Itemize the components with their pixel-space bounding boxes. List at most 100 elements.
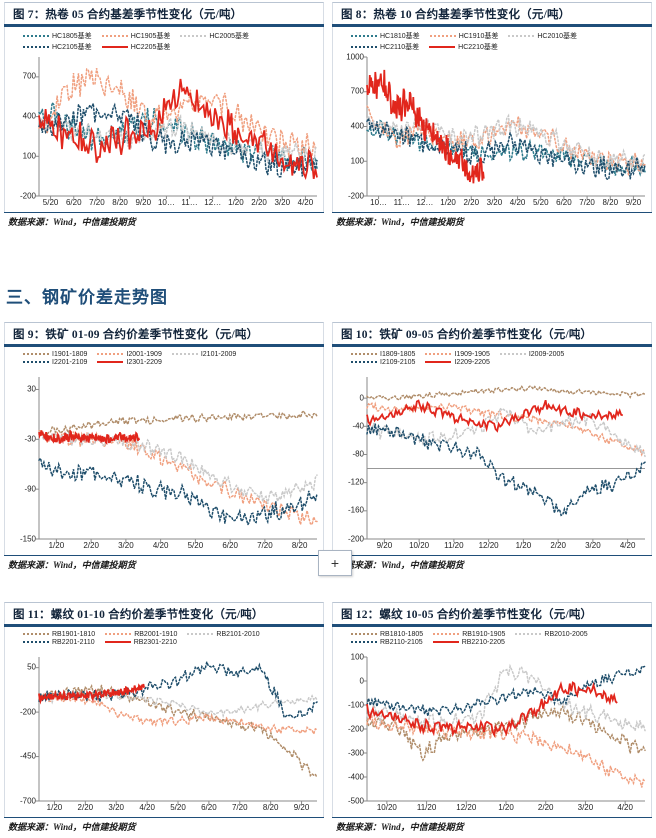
- source-note-fig9: 数据来源：Wind，中信建投期货: [8, 560, 136, 571]
- legend-label: I1901-1809: [52, 350, 88, 358]
- y-axis-tick: -200: [19, 707, 36, 717]
- x-axis-tick: 7/20: [231, 802, 248, 812]
- section-heading: 三、钢矿价差走势图: [6, 288, 168, 307]
- y-axis-tick: -700: [19, 796, 36, 805]
- series-line: [38, 658, 318, 719]
- x-axis-tick: 12…: [416, 197, 434, 207]
- plot-area-fig9: I1901-1809 I2001-1909 I2101-2009 I2201-2109…: [4, 346, 324, 555]
- y-axis-tick: -300: [347, 748, 364, 757]
- legend-item-RB2210-2205: RB2210-2205: [432, 639, 505, 646]
- legend-label: HC1905基差: [130, 32, 171, 40]
- x-axis-tick: 3/20: [108, 802, 125, 812]
- chart-canvas-fig11: [36, 656, 318, 804]
- series-line: [366, 398, 624, 433]
- legend-item-RB2001-1910: RB2001-1910: [105, 631, 177, 638]
- figure-title-fig9: 图 9：铁矿 01-09 合约价差季节性变化（元/吨）: [4, 322, 324, 344]
- x-axis-tick: 4/20: [152, 540, 169, 550]
- x-axis-tick: 8/20: [112, 197, 128, 207]
- y-axis-fig9: 30 -30 -90 -150: [5, 347, 39, 555]
- legend-swatch-icon: [429, 34, 456, 37]
- source-rule: [332, 554, 652, 557]
- legend-swatch-icon: [508, 34, 535, 37]
- legend-label: I2001-1909: [126, 350, 162, 358]
- legend-label: HC1910基差: [458, 32, 499, 40]
- series-line: [366, 704, 646, 762]
- series-line: [38, 67, 318, 161]
- x-axis-tick: 5/20: [532, 197, 549, 207]
- x-axis-tick: 9/20: [625, 197, 642, 207]
- x-axis-tick: 7/20: [257, 540, 273, 550]
- legend-item-RB2301-2210: RB2301-2210: [104, 638, 177, 646]
- x-axis-tick: 2/20: [251, 197, 267, 207]
- legend-label: RB2301-2210: [133, 638, 177, 646]
- legend-item-RB1910-1905: RB1910-1905: [433, 631, 505, 638]
- figure-panel-fig9: 图 9：铁矿 01-09 合约价差季节性变化（元/吨） I1901-1809 I2…: [4, 322, 324, 571]
- x-axis-tick: 4/20: [297, 197, 314, 207]
- legend-swatch-icon: [351, 641, 377, 643]
- legend-item-RB2110-2105: RB2110-2105: [351, 639, 423, 646]
- legend-swatch-icon: [187, 633, 214, 635]
- x-axis-fig7: 5/20 6/20 7/20 8/20 9/20 10… 11… 12… 1/20 2/20 3/2…: [5, 198, 323, 212]
- y-axis-fig12: 100 0 -100 -200 -300 -400 -500: [333, 627, 367, 817]
- legend-swatch-icon: [23, 353, 49, 355]
- legend-swatch-icon: [433, 633, 460, 635]
- x-axis-tick: 4/20: [509, 197, 526, 207]
- legend-item-HC2110基差: HC2110基差: [351, 42, 419, 52]
- source-note-fig10: 数据来源：Wind，中信建投期货: [336, 560, 464, 571]
- legend-label: RB1910-1905: [462, 630, 506, 638]
- x-axis-tick: 12…: [204, 197, 222, 207]
- legend-label: RB2201-2110: [52, 638, 95, 646]
- x-axis-fig12: 10/20 11/20 12/20 1/20 2/20 3/20 4/20: [333, 803, 651, 817]
- figure-title-fig7: 图 7：热卷 05 合约基差季节性变化（元/吨）: [4, 2, 324, 24]
- legend-label: I2109-2105: [380, 358, 416, 366]
- legend-fig10: I1809-1805 I1909-1905 I2009-2005 I2109-2105…: [333, 351, 651, 367]
- source-rule: [332, 816, 652, 819]
- legend-swatch-icon: [23, 641, 49, 643]
- legend-label: RB1810-1805: [380, 630, 424, 638]
- x-axis-tick: 3/20: [486, 197, 503, 207]
- source-note-fig12: 数据来源：Wind，中信建投期货: [336, 822, 464, 833]
- legend-item-HC2210基差: HC2210基差: [429, 42, 498, 52]
- figure-title-fig8: 图 8：热卷 10 合约基差季节性变化（元/吨）: [332, 2, 652, 24]
- y-axis-tick: -200: [347, 724, 364, 733]
- x-axis-tick: 1/20: [46, 802, 63, 812]
- legend-swatch-icon: [104, 641, 131, 643]
- series-line: [366, 112, 646, 176]
- y-axis-fig8: 1000 700 400 100 -200: [333, 27, 367, 212]
- legend-item-HC2010基差: HC2010基差: [508, 31, 577, 41]
- source-note-fig7: 数据来源：Wind，中信建投期货: [8, 217, 136, 228]
- source-rule: [4, 211, 324, 214]
- legend-item-RB2010-2005: RB2010-2005: [515, 631, 588, 638]
- x-axis-tick: 9/20: [293, 802, 310, 812]
- series-line: [38, 691, 318, 736]
- x-axis-tick: 11/20: [444, 540, 464, 550]
- figure-panel-fig11: 图 11：螺纹 01-10 合约价差季节性变化（元/吨） RB1901-1810…: [4, 602, 324, 833]
- y-axis-tick: 400: [22, 111, 36, 121]
- x-axis-tick: 6/20: [222, 540, 238, 550]
- x-axis-tick: 1/20: [440, 197, 456, 207]
- legend-item-HC1805基差: HC1805基差: [23, 31, 92, 41]
- y-axis-tick: 1000: [346, 52, 364, 61]
- legend-item-HC1905基差: HC1905基差: [101, 31, 171, 41]
- source-note-fig11: 数据来源：Wind，中信建投期货: [8, 822, 136, 833]
- x-axis-tick: 2/20: [537, 802, 554, 812]
- legend-item-I2301-2209: I2301-2209: [97, 359, 162, 366]
- legend-item-HC2005基差: HC2005基差: [180, 31, 249, 41]
- add-button[interactable]: +: [318, 550, 352, 576]
- legend-item-RB1901-1810: RB1901-1810: [23, 631, 95, 638]
- x-axis-tick: 10/20: [409, 540, 430, 550]
- y-axis-fig11: 50 -200 -450 -700: [5, 627, 39, 817]
- x-axis-tick: 7/20: [579, 197, 595, 207]
- legend-item-HC2105基差: HC2105基差: [23, 42, 92, 52]
- legend-label: RB2110-2105: [380, 638, 423, 646]
- legend-swatch-icon: [425, 361, 452, 363]
- legend-swatch-icon: [351, 361, 377, 363]
- legend-item-HC2205基差: HC2205基差: [101, 42, 170, 52]
- source-note-fig8: 数据来源：Wind，中信建投期货: [336, 217, 464, 228]
- x-axis-tick: 8/20: [602, 197, 619, 207]
- x-axis-tick: 1/20: [228, 197, 244, 207]
- x-axis-tick: 11…: [393, 197, 410, 207]
- legend-swatch-icon: [23, 361, 49, 363]
- x-axis-tick: 12/20: [478, 540, 499, 550]
- legend-label: RB1901-1810: [52, 630, 96, 638]
